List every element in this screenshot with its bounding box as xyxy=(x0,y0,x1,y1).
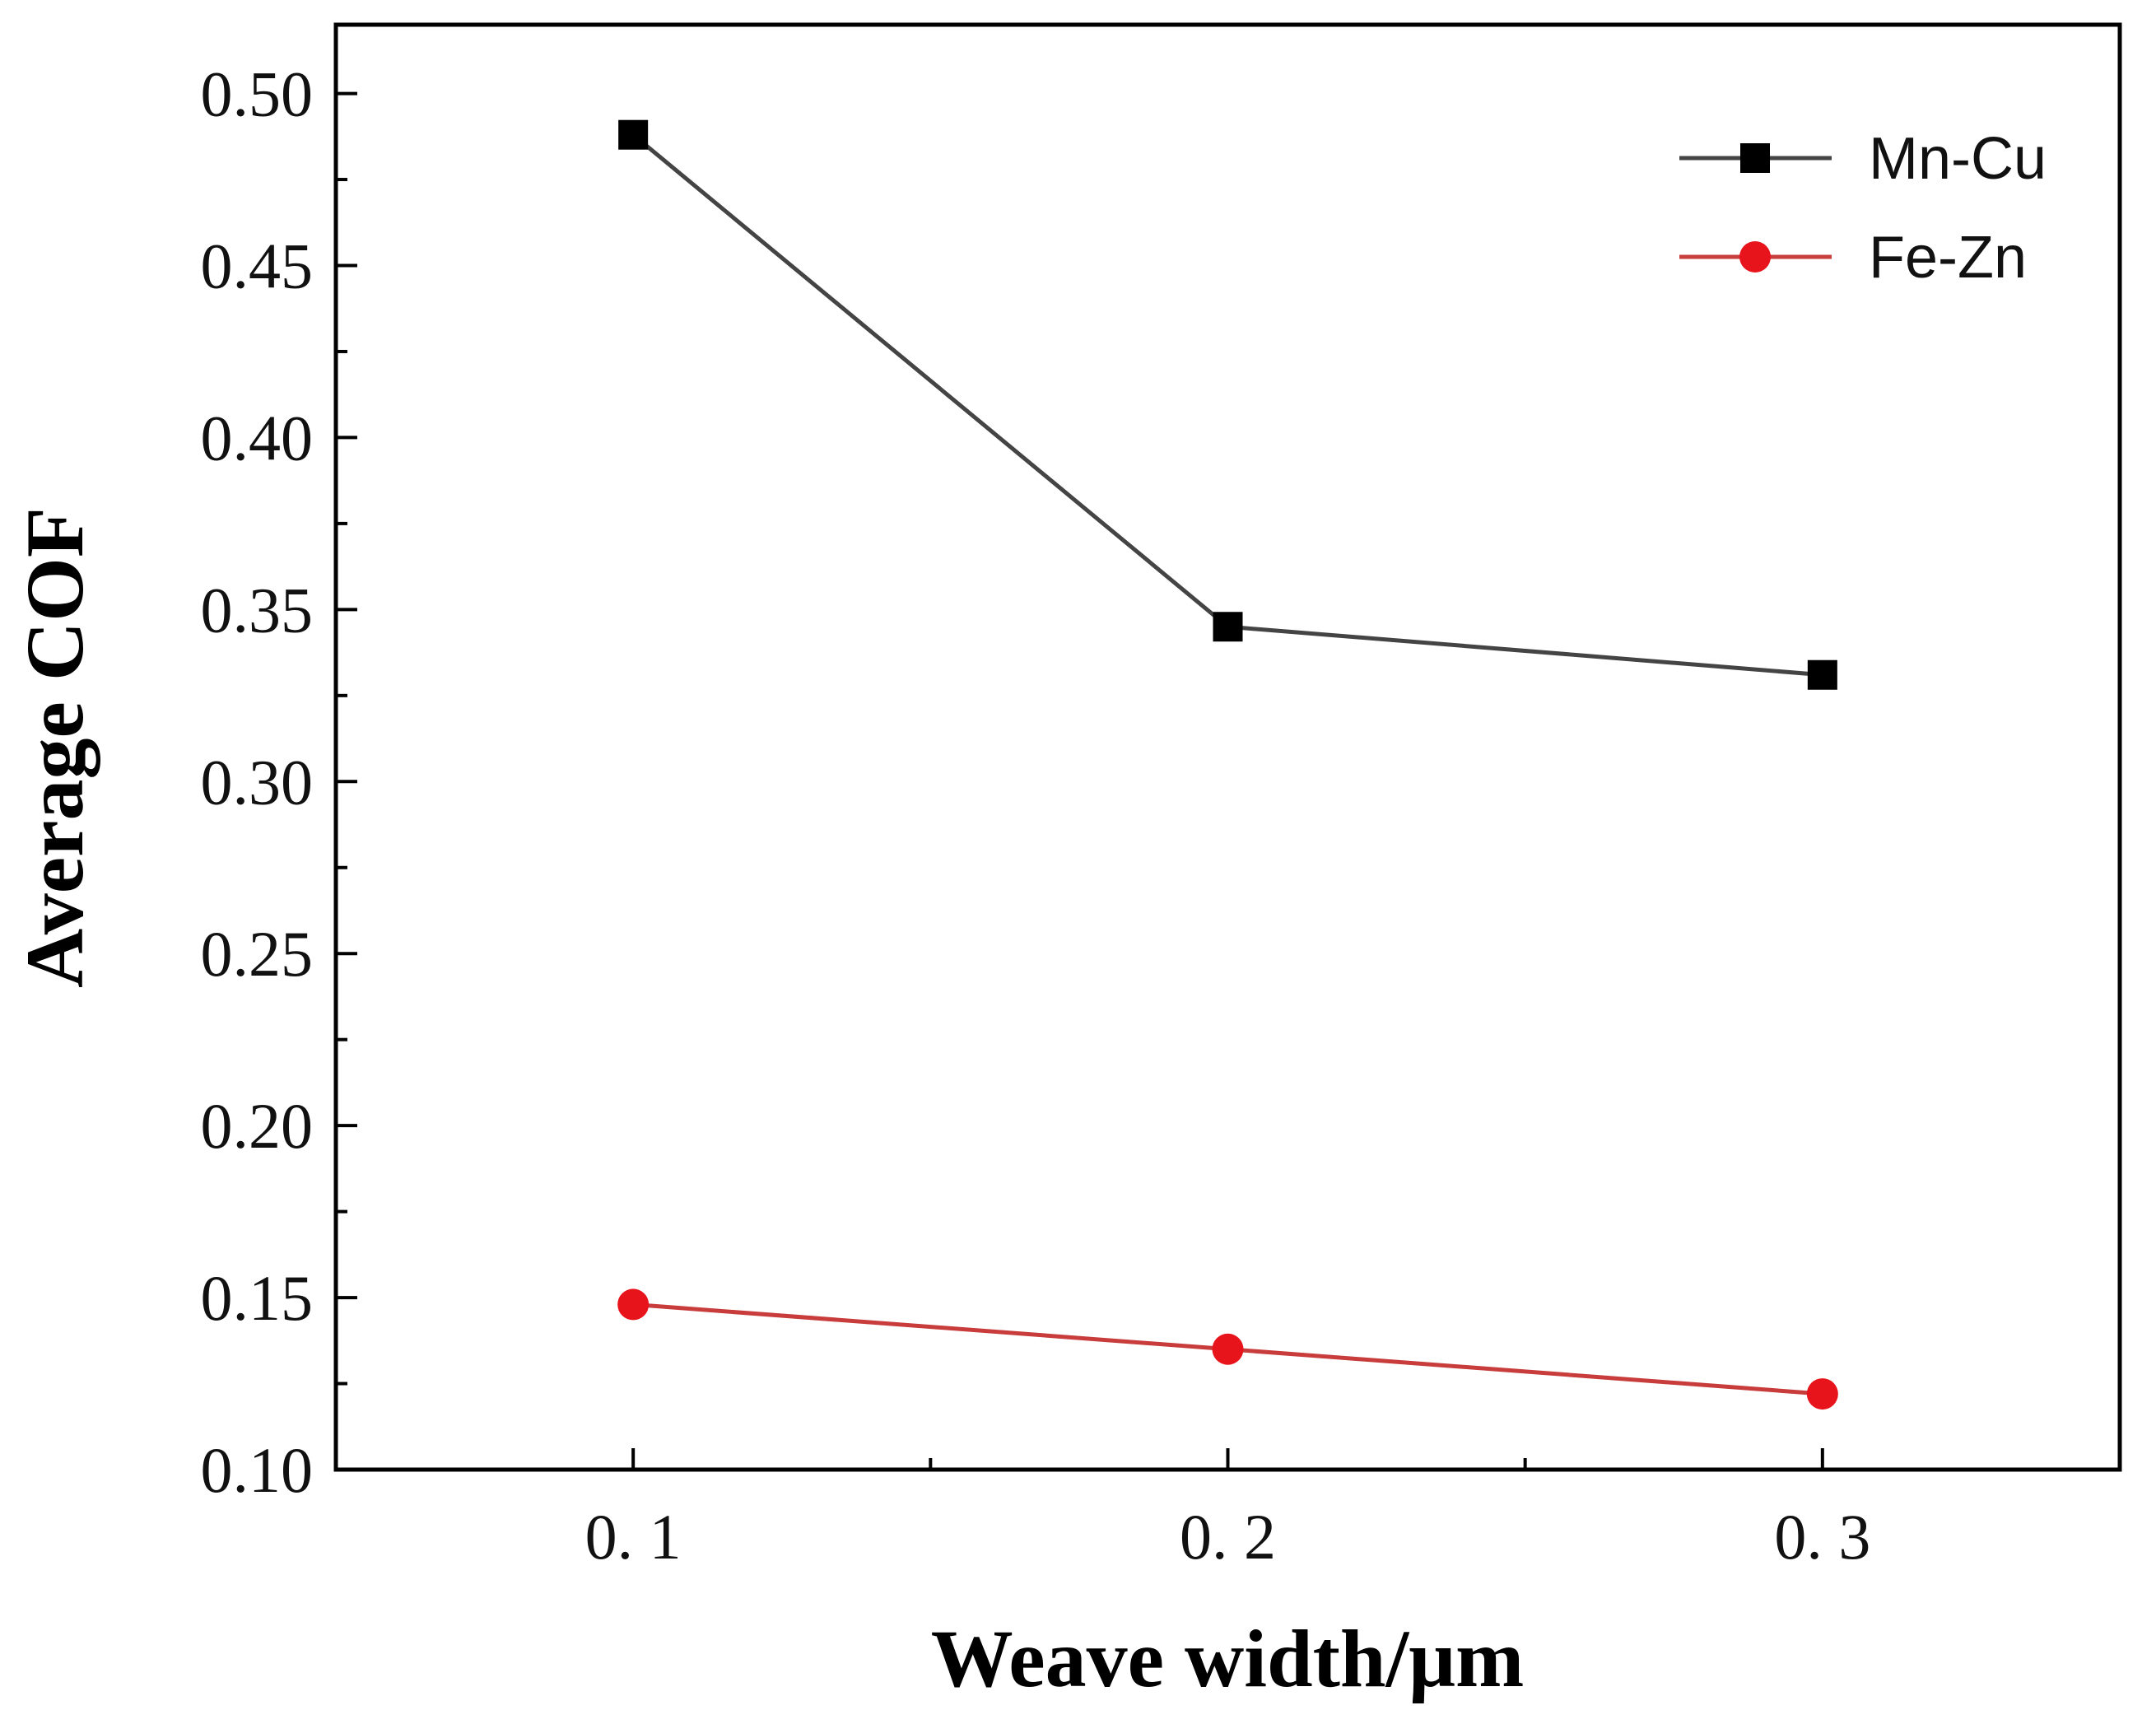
x-axis-title: Weave width/μm xyxy=(931,1613,1525,1704)
plot-frame xyxy=(333,22,2122,1472)
data-point xyxy=(617,1288,650,1321)
data-point xyxy=(1806,1378,1838,1410)
y-tick-label: 0.45 xyxy=(201,231,314,302)
series-line xyxy=(631,133,1823,678)
x-tick-label: 0. 1 xyxy=(585,1501,682,1573)
x-axis: 0. 1 0. 2 0. 3 xyxy=(585,1448,1870,1573)
legend-marker xyxy=(1739,241,1771,273)
y-tick-label: 0.30 xyxy=(201,746,314,818)
y-tick-label: 0.35 xyxy=(201,574,314,645)
y-tick-label: 0.10 xyxy=(201,1434,314,1506)
legend-label: Mn-Cu xyxy=(1869,126,2047,192)
y-tick-label: 0.50 xyxy=(201,58,314,130)
legend-label: Fe-Zn xyxy=(1869,225,2027,291)
y-tick-label: 0.15 xyxy=(201,1262,314,1334)
x-tick-label: 0. 2 xyxy=(1180,1501,1276,1573)
y-axis: 0.10 0.15 0.20 0.25 0.30 0.35 0.40 0.45 0.50 xyxy=(201,58,357,1506)
legend: Mn-Cu Fe-Zn xyxy=(1679,126,2047,291)
legend-item-mn-cu: Mn-Cu xyxy=(1679,126,2047,192)
y-axis-title: Average COF xyxy=(9,507,100,988)
y-tick-label: 0.40 xyxy=(201,402,314,473)
x-tick-label: 0. 3 xyxy=(1774,1501,1870,1573)
legend-marker xyxy=(1740,143,1770,173)
data-point xyxy=(618,119,649,150)
series-fe-zn xyxy=(617,1288,1838,1410)
y-tick-label: 0.25 xyxy=(201,918,314,990)
data-point xyxy=(1213,612,1243,642)
data-point xyxy=(1212,1333,1244,1365)
legend-item-fe-zn: Fe-Zn xyxy=(1679,225,2027,291)
series-mn-cu xyxy=(618,119,1837,690)
data-point xyxy=(1807,659,1837,690)
y-tick-label: 0.20 xyxy=(201,1090,314,1162)
series-layer xyxy=(617,119,1838,1410)
